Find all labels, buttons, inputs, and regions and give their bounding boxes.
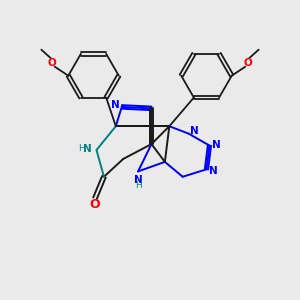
Text: N: N <box>134 175 143 185</box>
Text: N: N <box>83 143 92 154</box>
Text: O: O <box>90 198 100 211</box>
Text: N: N <box>208 166 217 176</box>
Text: O: O <box>47 58 56 68</box>
Text: H: H <box>78 144 84 153</box>
Text: N: N <box>111 100 120 110</box>
Text: N: N <box>190 126 199 136</box>
Text: N: N <box>212 140 220 150</box>
Text: H: H <box>135 181 142 190</box>
Text: O: O <box>244 58 253 68</box>
